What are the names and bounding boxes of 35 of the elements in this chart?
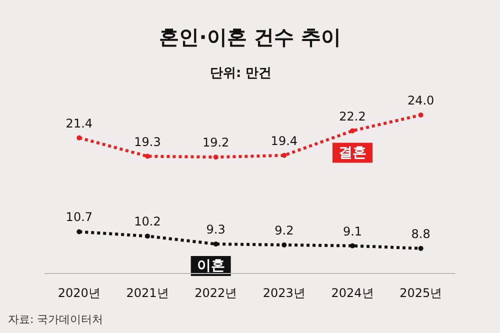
- point: [213, 242, 218, 247]
- data-label: 8.8: [411, 226, 430, 241]
- point: [76, 229, 82, 234]
- point: [145, 154, 150, 159]
- data-label: 9.1: [342, 224, 362, 238]
- x-tick-label: 2022년: [194, 286, 238, 300]
- data-label: 21.4: [66, 116, 93, 130]
- point: [213, 154, 218, 160]
- data-label: 10.7: [66, 210, 93, 224]
- text: 자료: 국가데이터처: [8, 313, 104, 326]
- x-tick-label: 2024년: [331, 286, 374, 300]
- chart-subtitle: 단위: 만건: [210, 66, 272, 81]
- chart-title: 혼인·이혼 건수 추이: [159, 25, 341, 49]
- point: [350, 243, 355, 248]
- point: [145, 234, 150, 239]
- point: [418, 246, 424, 251]
- x-tick-label: 2021년: [126, 286, 169, 300]
- data-label: 24.0: [407, 94, 434, 108]
- point: [350, 128, 355, 134]
- data-label: 9.2: [274, 223, 294, 238]
- x-tick-label: 2020년: [58, 286, 100, 300]
- x-tick-label: 2025년: [400, 286, 442, 300]
- data-label: 19.4: [270, 134, 298, 148]
- point: [418, 112, 424, 118]
- point: [76, 135, 82, 140]
- data-label: 10.2: [134, 214, 161, 229]
- data-label: 9.3: [206, 222, 226, 237]
- data-label: 22.2: [339, 109, 366, 124]
- series-label: 결혼: [338, 144, 366, 161]
- point: [282, 242, 287, 248]
- point: [282, 152, 287, 158]
- series-label: 이혼: [196, 258, 225, 274]
- data-label: 19.3: [134, 134, 161, 149]
- x-tick-label: 2023년: [262, 286, 306, 300]
- data-label: 19.2: [202, 136, 230, 150]
